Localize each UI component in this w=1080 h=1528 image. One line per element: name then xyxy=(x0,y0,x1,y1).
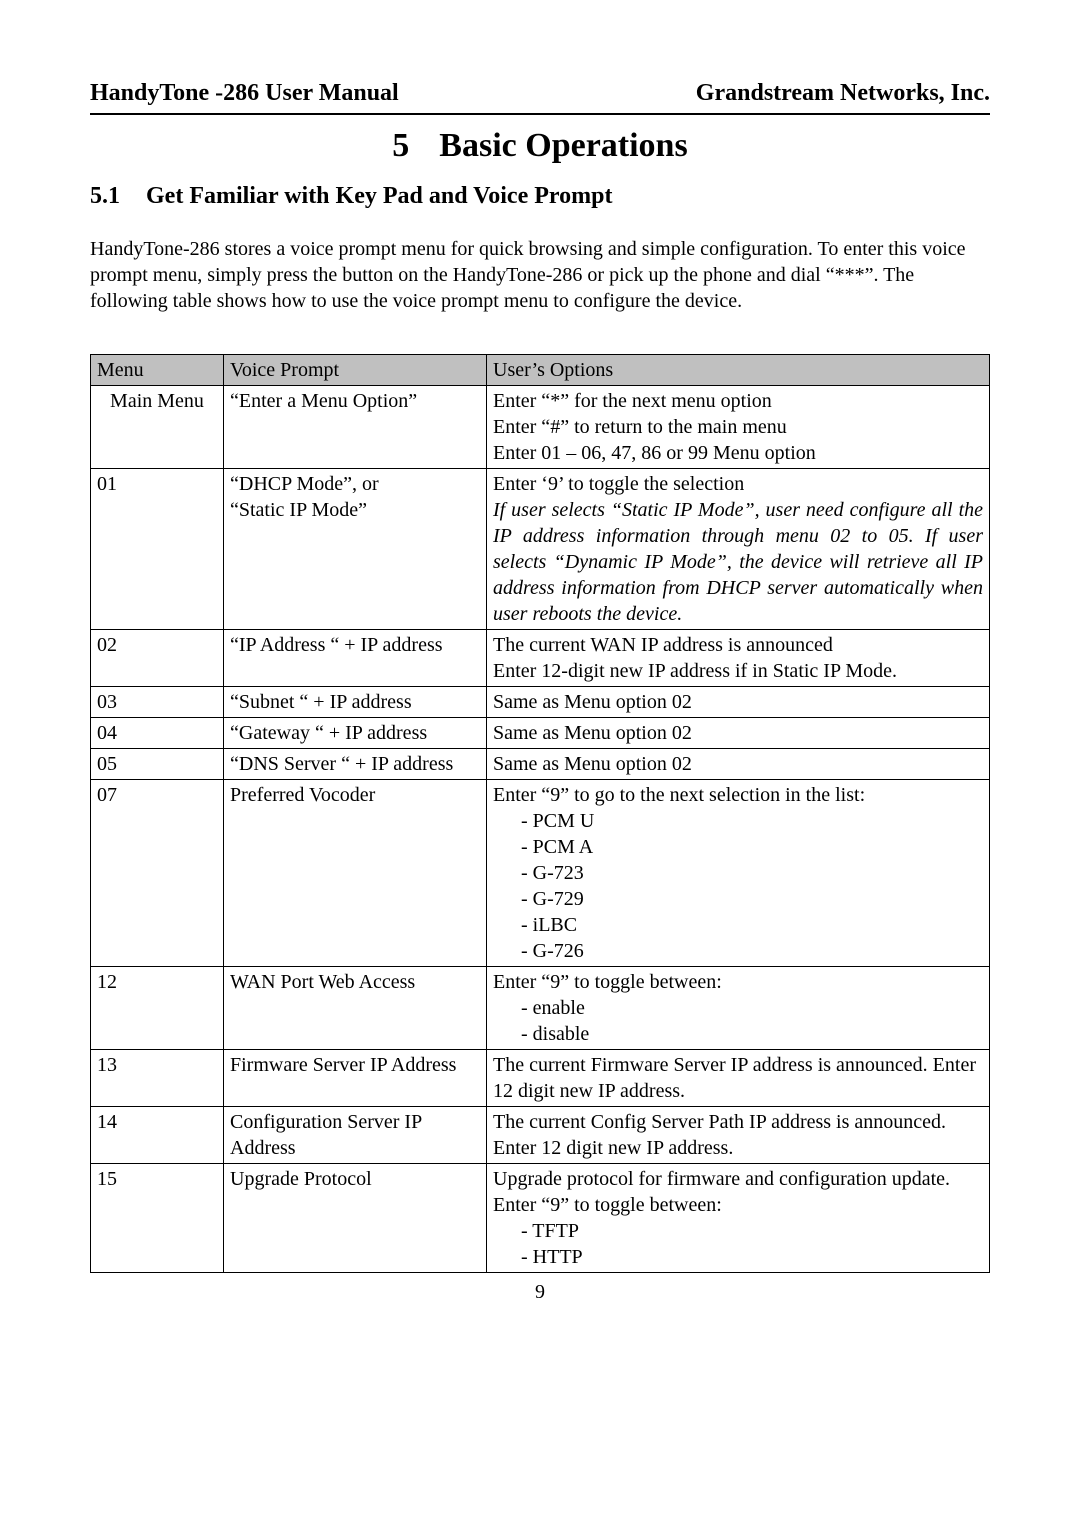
cell-prompt: WAN Port Web Access xyxy=(224,967,487,1050)
section-number: 5.1 xyxy=(90,183,120,210)
table-row: 13Firmware Server IP AddressThe current … xyxy=(91,1050,990,1107)
cell-menu: 02 xyxy=(91,630,224,687)
section-title: 5.1 Get Familiar with Key Pad and Voice P… xyxy=(90,183,990,210)
table-row: 03“Subnet “ + IP addressSame as Menu opt… xyxy=(91,687,990,718)
cell-menu: 03 xyxy=(91,687,224,718)
header-options: User’s Options xyxy=(487,355,990,386)
cell-options: Enter “9” to toggle between:- enable- di… xyxy=(487,967,990,1050)
table-row: 12WAN Port Web AccessEnter “9” to toggle… xyxy=(91,967,990,1050)
header-left: HandyTone -286 User Manual xyxy=(90,80,399,107)
cell-prompt: “Subnet “ + IP address xyxy=(224,687,487,718)
cell-options: Same as Menu option 02 xyxy=(487,749,990,780)
cell-prompt: “DNS Server “ + IP address xyxy=(224,749,487,780)
table-row: 04“Gateway “ + IP addressSame as Menu op… xyxy=(91,718,990,749)
page-number: 9 xyxy=(90,1281,990,1304)
cell-options: Same as Menu option 02 xyxy=(487,687,990,718)
cell-menu: 01 xyxy=(91,469,224,630)
cell-prompt: Configuration Server IP Address xyxy=(224,1107,487,1164)
chapter-number: 5 xyxy=(392,127,409,165)
table-row: 01“DHCP Mode”, or“Static IP Mode”Enter ‘… xyxy=(91,469,990,630)
cell-menu: 07 xyxy=(91,780,224,967)
table-row: 02“IP Address “ + IP addressThe current … xyxy=(91,630,990,687)
chapter-title: 5 Basic Operations xyxy=(90,127,990,165)
cell-options: The current WAN IP address is announcedE… xyxy=(487,630,990,687)
cell-menu: 13 xyxy=(91,1050,224,1107)
cell-options: Enter ‘9’ to toggle the selectionIf user… xyxy=(487,469,990,630)
table-row: 05“DNS Server “ + IP addressSame as Menu… xyxy=(91,749,990,780)
cell-options: Enter “*” for the next menu optionEnter … xyxy=(487,386,990,469)
table-row: 15Upgrade ProtocolUpgrade protocol for f… xyxy=(91,1164,990,1273)
cell-menu: 04 xyxy=(91,718,224,749)
header-rule xyxy=(90,113,990,115)
table-row: 14Configuration Server IP AddressThe cur… xyxy=(91,1107,990,1164)
table-row: Main Menu“Enter a Menu Option”Enter “*” … xyxy=(91,386,990,469)
cell-prompt: Preferred Vocoder xyxy=(224,780,487,967)
cell-options: Upgrade protocol for firmware and config… xyxy=(487,1164,990,1273)
cell-prompt: “IP Address “ + IP address xyxy=(224,630,487,687)
cell-options: Enter “9” to go to the next selection in… xyxy=(487,780,990,967)
cell-menu: 12 xyxy=(91,967,224,1050)
table-header-row: Menu Voice Prompt User’s Options xyxy=(91,355,990,386)
table-row: 07Preferred VocoderEnter “9” to go to th… xyxy=(91,780,990,967)
cell-prompt: “Enter a Menu Option” xyxy=(224,386,487,469)
menu-table: Menu Voice Prompt User’s Options Main Me… xyxy=(90,354,990,1273)
chapter-name: Basic Operations xyxy=(439,127,687,164)
header-menu: Menu xyxy=(91,355,224,386)
cell-menu: 15 xyxy=(91,1164,224,1273)
header-prompt: Voice Prompt xyxy=(224,355,487,386)
header-right: Grandstream Networks, Inc. xyxy=(696,80,990,107)
cell-menu: 05 xyxy=(91,749,224,780)
cell-prompt: Firmware Server IP Address xyxy=(224,1050,487,1107)
section-name: Get Familiar with Key Pad and Voice Prom… xyxy=(146,183,612,209)
intro-paragraph: HandyTone-286 stores a voice prompt menu… xyxy=(90,236,990,314)
cell-options: The current Config Server Path IP addres… xyxy=(487,1107,990,1164)
cell-prompt: Upgrade Protocol xyxy=(224,1164,487,1273)
page-header: HandyTone -286 User Manual Grandstream N… xyxy=(90,80,990,107)
cell-prompt: “DHCP Mode”, or“Static IP Mode” xyxy=(224,469,487,630)
cell-menu: Main Menu xyxy=(91,386,224,469)
cell-prompt: “Gateway “ + IP address xyxy=(224,718,487,749)
cell-options: The current Firmware Server IP address i… xyxy=(487,1050,990,1107)
cell-options: Same as Menu option 02 xyxy=(487,718,990,749)
cell-menu: 14 xyxy=(91,1107,224,1164)
